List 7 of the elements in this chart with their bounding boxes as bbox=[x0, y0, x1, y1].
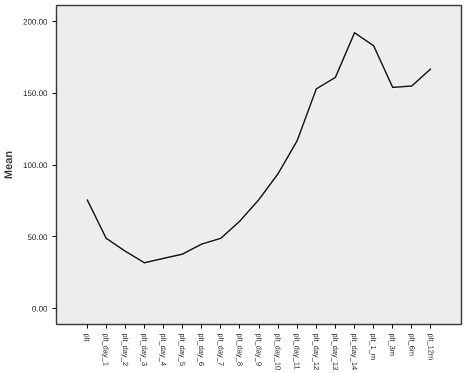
y-tick-label: 0.00 bbox=[32, 304, 48, 314]
y-axis-title: Mean bbox=[3, 150, 16, 180]
y-tick-label: 150.00 bbox=[23, 89, 48, 98]
y-tick-label: 100.00 bbox=[23, 161, 48, 170]
line-series bbox=[86, 32, 432, 264]
y-tick-label: 50.00 bbox=[27, 232, 48, 242]
y-tick-label: 200.00 bbox=[23, 17, 48, 26]
